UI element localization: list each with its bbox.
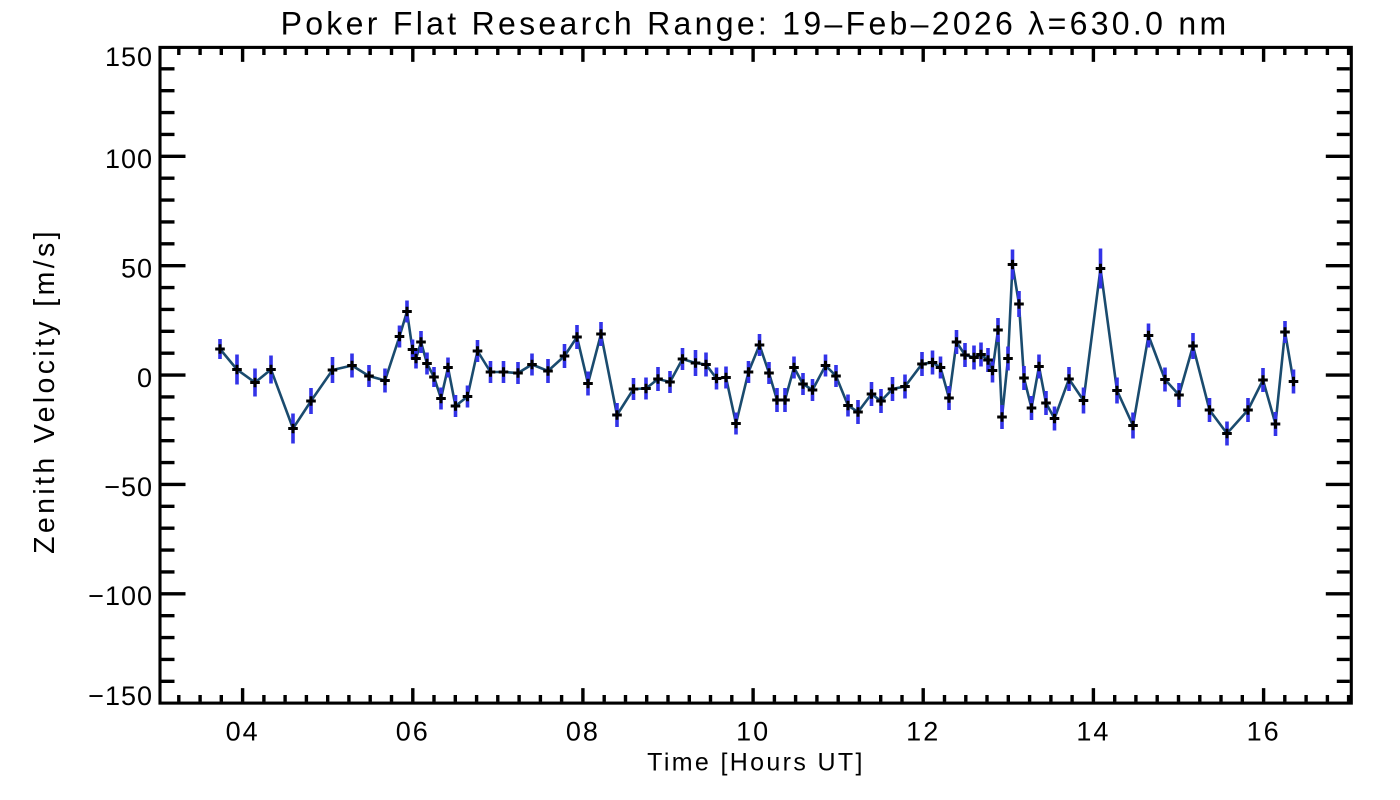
svg-text:04: 04 xyxy=(226,716,260,746)
svg-text:10: 10 xyxy=(736,716,770,746)
svg-text:150: 150 xyxy=(105,42,153,72)
svg-text:Time [Hours UT]: Time [Hours UT] xyxy=(647,749,865,777)
svg-text:100: 100 xyxy=(105,144,153,174)
svg-text:14: 14 xyxy=(1076,716,1110,746)
svg-text:Poker Flat Research Range: 19–: Poker Flat Research Range: 19–Feb–2026 λ… xyxy=(281,6,1230,42)
svg-text:0: 0 xyxy=(137,363,153,393)
svg-text:06: 06 xyxy=(396,716,430,746)
svg-text:−100: −100 xyxy=(88,581,153,611)
svg-text:16: 16 xyxy=(1247,716,1281,746)
svg-text:Zenith Velocity [m/s]: Zenith Velocity [m/s] xyxy=(29,228,61,554)
svg-text:−150: −150 xyxy=(88,681,153,711)
svg-text:08: 08 xyxy=(566,716,600,746)
svg-text:12: 12 xyxy=(906,716,940,746)
svg-text:−50: −50 xyxy=(104,472,153,502)
svg-text:50: 50 xyxy=(121,253,153,283)
